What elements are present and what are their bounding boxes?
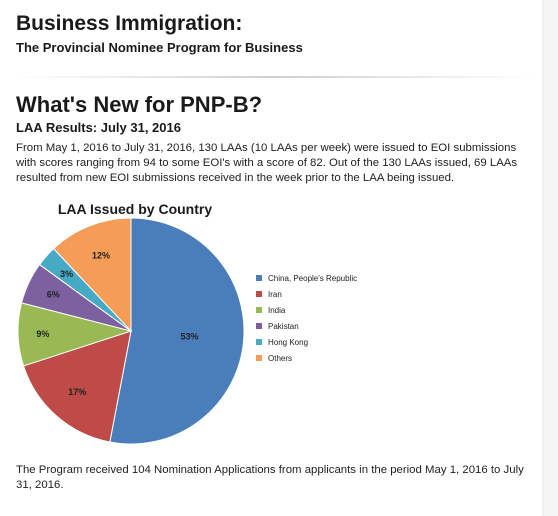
legend-item: Others: [256, 350, 357, 366]
chart-legend: China, People's Republic Iran India Pakista…: [256, 270, 357, 366]
legend-item: Iran: [256, 286, 357, 302]
pie-chart: 53% 17% 9% 6%3% 12%: [17, 217, 245, 445]
divider: [16, 76, 536, 78]
pie-data-label: 9%: [36, 329, 49, 339]
pie-data-label: 53%: [180, 332, 198, 342]
page-subtitle: The Provincial Nominee Program for Busin…: [16, 40, 303, 55]
footer-paragraph: The Program received 104 Nomination Appl…: [16, 464, 524, 491]
legend-label: China, People's Republic: [268, 273, 358, 283]
legend-swatch: [256, 307, 262, 313]
pie-slice-iran: [22, 330, 132, 443]
legend-swatch: [256, 275, 262, 281]
legend-item: Pakistan: [256, 318, 357, 334]
section-title: What's New for PNP-B?: [16, 92, 263, 117]
legend-swatch: [256, 291, 262, 297]
legend-label: India: [268, 305, 286, 315]
scrollbar-track[interactable]: [544, 0, 558, 516]
legend-label: Pakistan: [268, 321, 299, 331]
legend-item: Hong Kong: [256, 334, 357, 350]
page: Business Immigration: The Provincial Nom…: [16, 0, 544, 516]
legend-swatch: [256, 323, 262, 329]
chart-title: LAA Issued by Country: [57, 201, 213, 217]
legend-item: China, People's Republic: [256, 270, 357, 286]
legend-label: Others: [268, 353, 293, 363]
legend-label: Hong Kong: [268, 337, 309, 347]
legend-swatch: [256, 355, 262, 361]
legend-item: India: [256, 302, 357, 318]
pie-data-label: 3%: [60, 269, 73, 279]
legend-swatch: [256, 339, 262, 345]
pie-data-label: 12%: [92, 250, 110, 260]
page-title: Business Immigration:: [16, 12, 243, 35]
pie-slice-china-people-s-republic: [109, 217, 245, 445]
pie-slice-others: [52, 217, 132, 333]
pie-data-label: 6%: [47, 289, 60, 299]
legend-label: Iran: [268, 289, 282, 299]
section-paragraph: From May 1, 2016 to July 31, 2016, 130 L…: [16, 142, 518, 184]
pie-data-label: 17%: [68, 387, 86, 397]
section-subtitle: LAA Results: July 31, 2016: [16, 120, 181, 135]
